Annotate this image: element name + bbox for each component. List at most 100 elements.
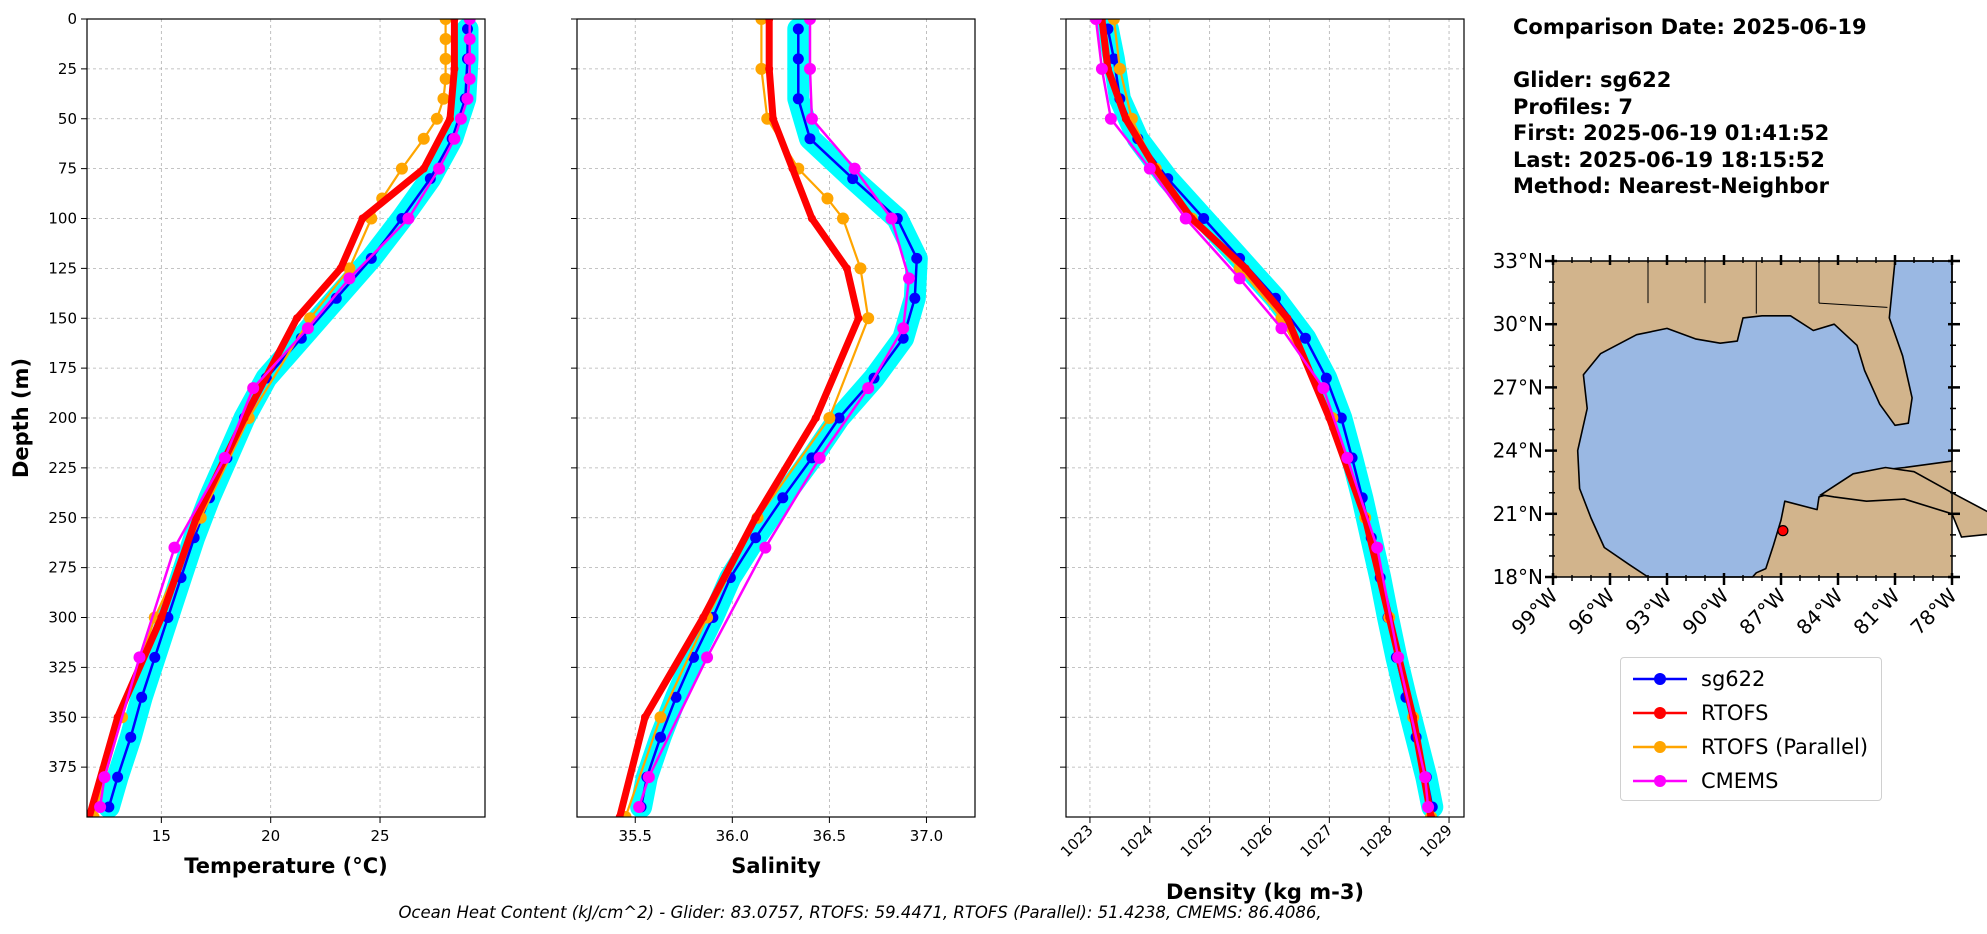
plot-area [615,19,928,817]
x-tick-label: 20 [261,827,280,845]
point-rtofs [765,64,774,73]
y-tick-label: 150 [48,309,77,327]
y-tick-label: 375 [48,758,77,776]
point-cmems [247,382,260,395]
x-tick-label: 1023 [1057,821,1097,861]
ohc-footer: Ocean Heat Content (kJ/cm^2) - Glider: 8… [398,903,1322,922]
point-rtofs-parallel [343,262,356,275]
y-tick-label: 50 [58,110,77,128]
point-cmems [1089,19,1102,25]
lon-tick-label: 81°W [1849,583,1905,639]
point-rtofs-parallel [417,132,430,145]
y-tick-label: 125 [48,259,77,277]
lon-tick-label: 93°W [1621,583,1677,639]
point-sg622 [365,252,377,264]
glider-name: Glider: sg622 [1513,68,1672,92]
point-cmems [463,72,476,85]
x-tick-label: 36.5 [813,827,846,845]
point-sg622 [792,53,804,65]
point-cmems [1104,112,1117,125]
series-band-sg622 [630,19,928,817]
lat-tick-label: 21°N [1493,502,1543,526]
point-cmems [133,651,146,664]
point-rtofs [765,19,774,23]
point-cmems [1419,771,1432,784]
legend-item-rtofs-parallel: RTOFS (Parallel) [1631,730,1868,764]
point-sg622 [750,532,762,544]
y-tick-label: 325 [48,658,77,676]
point-cmems [1422,801,1435,814]
legend-swatch [1633,673,1687,685]
point-rtofs-parallel [439,52,452,65]
x-axis-label: Salinity [731,854,821,878]
legend-label: sg622 [1701,667,1766,691]
y-tick-label: 100 [48,210,77,228]
point-sg622 [792,23,804,35]
point-sg622 [125,731,137,743]
x-tick-label: 25 [370,827,389,845]
point-cmems [642,771,655,784]
point-rtofs [292,314,301,323]
point-sg622 [1108,53,1120,65]
point-cmems [463,19,476,25]
point-rtofs-parallel [654,711,667,724]
point-cmems [862,382,875,395]
point-cmems [448,132,461,145]
point-cmems [1317,382,1330,395]
point-cmems [1341,451,1354,464]
x-axis-label: Density (kg m-3) [1166,880,1364,904]
point-sg622 [897,332,909,344]
gulf-map: 18°N 21°N 24°N 27°N 30°N 33°N 99°W 96°W 93°W 90°W… [1493,249,1987,640]
lat-tick-label: 18°N [1493,565,1543,589]
legend-label: RTOFS [1701,701,1769,725]
x-tick-label: 1026 [1237,821,1277,861]
point-cmems [848,162,861,175]
point-rtofs-parallel [755,19,768,25]
state-border [1818,302,1888,308]
point-sg622 [424,173,436,185]
y-tick-label: 250 [48,509,77,527]
lat-tick-label: 30°N [1493,312,1543,336]
y-axis-label: Depth (m) [9,358,33,478]
y-tick-label: 300 [48,609,77,627]
point-cmems [1233,272,1246,285]
point-sg622 [909,292,921,304]
point-sg622 [777,492,789,504]
point-rtofs [842,264,851,273]
lon-tick-label: 96°W [1564,583,1620,639]
point-cmems [1095,62,1108,75]
point-rtofs [615,813,624,817]
point-cmems [402,212,415,225]
point-rtofs [358,214,367,223]
lat-tick-label: 24°N [1493,439,1543,463]
point-cmems [301,322,314,335]
point-sg622 [1198,213,1210,224]
point-cmems [463,52,476,65]
info-block: Comparison Date: 2025-06-19 Glider: sg62… [1513,14,1867,200]
point-sg622 [847,173,859,185]
point-rtofs-parallel [823,412,836,424]
legend-swatch [1633,707,1687,719]
lon-tick-label: 87°W [1735,583,1791,639]
first-time: First: 2025-06-19 01:41:52 [1513,121,1830,145]
point-rtofs [450,19,459,23]
point-sg622 [1320,372,1332,384]
point-cmems [813,451,826,464]
point-rtofs [1325,414,1334,422]
y-tick-label: 175 [48,359,77,377]
point-cmems [1275,322,1288,335]
point-rtofs-parallel [836,212,849,225]
point-rtofs [769,114,778,123]
point-cmems [1371,541,1384,554]
point-rtofs [699,613,708,622]
point-rtofs-parallel [821,192,834,205]
point-cmems [885,212,898,225]
map-frame [1552,260,1953,578]
x-tick-label: 1029 [1416,821,1456,861]
point-cmems [454,112,467,125]
point-sg622 [462,23,474,35]
point-rtofs-parallel [395,162,408,175]
point-cmems [94,801,107,814]
x-axis-label: Temperature (°C) [184,854,387,878]
x-tick-label: 15 [152,827,171,845]
